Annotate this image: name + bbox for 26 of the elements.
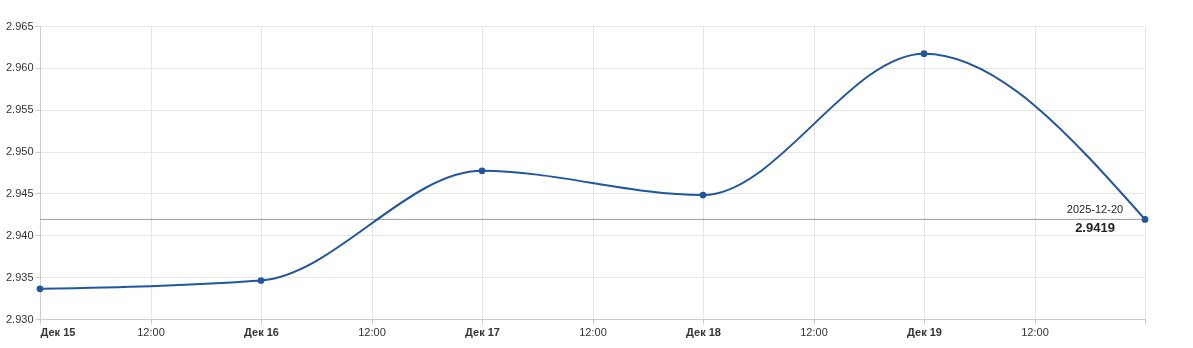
x-tick-label: Дек 15 bbox=[40, 325, 76, 338]
point bbox=[36, 285, 44, 293]
y-tick-label: 2.935 bbox=[5, 270, 34, 283]
y-tick-label: 2.930 bbox=[5, 312, 34, 325]
x-tick-label: Дек 17 bbox=[465, 325, 500, 338]
y-tick-label: 2.965 bbox=[5, 19, 34, 32]
x-tick-label: Дек 16 bbox=[244, 325, 279, 338]
y-tick-label: 2.945 bbox=[5, 186, 34, 199]
point bbox=[699, 191, 707, 199]
x-tick-label: 12:00 bbox=[137, 325, 165, 338]
x-tick-label: 12:00 bbox=[800, 325, 828, 338]
y-tick-label: 2.940 bbox=[5, 228, 34, 241]
point bbox=[1141, 216, 1149, 223]
x-tick-label: Дек 18 bbox=[686, 325, 721, 338]
y-tick-label: 2.950 bbox=[5, 145, 34, 158]
annotation: 2025-12-20 bbox=[1066, 203, 1124, 216]
x-tick-label: Дек 19 bbox=[907, 325, 942, 338]
x-tick-label: 12:00 bbox=[1021, 325, 1049, 338]
y-tick-label: 2.960 bbox=[5, 61, 34, 74]
x-tick-label: 12:00 bbox=[579, 325, 607, 338]
annotation: 2.9419 bbox=[1075, 220, 1115, 236]
point bbox=[478, 167, 486, 175]
point bbox=[257, 277, 265, 284]
point bbox=[920, 50, 928, 57]
y-tick-label: 2.955 bbox=[5, 103, 34, 116]
x-tick-label: 12:00 bbox=[358, 325, 386, 338]
